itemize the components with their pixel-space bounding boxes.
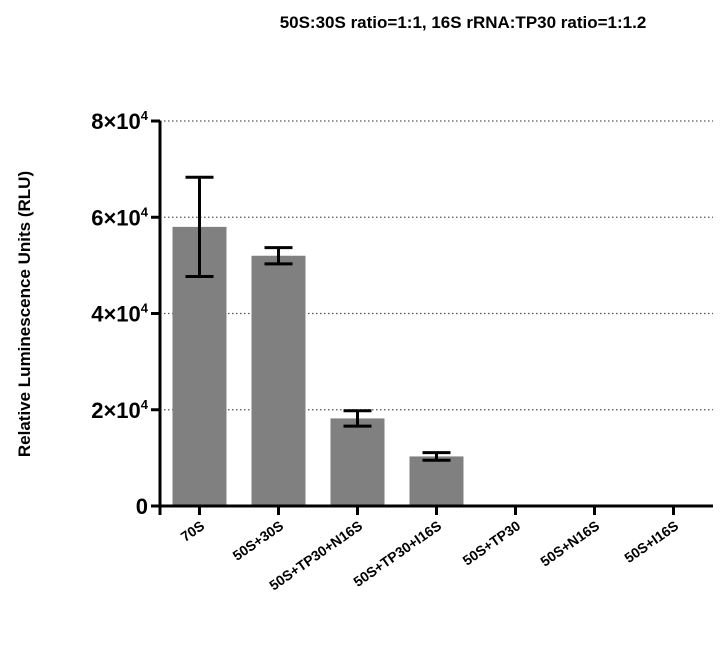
x-tick-label-5: 50S+N16S xyxy=(537,517,602,569)
bar-3 xyxy=(409,456,464,506)
x-tick-label-0: 70S xyxy=(178,517,208,544)
x-tick-label-6: 50S+I16S xyxy=(621,517,681,566)
error-bars xyxy=(185,175,451,462)
x-tick-label-3: 50S+TP30+I16S xyxy=(350,517,444,589)
x-tick-label-4: 50S+TP30 xyxy=(460,517,524,568)
error-bar-0 xyxy=(185,175,214,278)
y-tick-label-3: 6×104 xyxy=(91,204,149,230)
gridlines xyxy=(160,120,713,411)
bar-2 xyxy=(330,418,385,506)
error-bar-2 xyxy=(343,409,372,428)
chart-title: 50S:30S ratio=1:1, 16S rRNA:TP30 ratio=1… xyxy=(280,13,647,32)
y-tick-label-2: 4×104 xyxy=(91,301,149,327)
y-tick-label-4: 8×104 xyxy=(91,108,149,134)
y-tick-labels: 0 2×104 4×104 6×104 8×104 xyxy=(91,108,149,519)
x-tick-label-1: 50S+30S xyxy=(230,517,287,563)
y-axis-label: Relative Luminescence Units (RLU) xyxy=(15,171,34,457)
error-bar-3 xyxy=(422,451,451,462)
error-bar-1 xyxy=(264,246,293,266)
y-tick-label-0: 0 xyxy=(136,494,148,519)
y-tick-label-1: 2×104 xyxy=(91,397,149,423)
axes xyxy=(151,119,713,515)
bar-1 xyxy=(251,255,306,506)
bars xyxy=(172,226,464,506)
